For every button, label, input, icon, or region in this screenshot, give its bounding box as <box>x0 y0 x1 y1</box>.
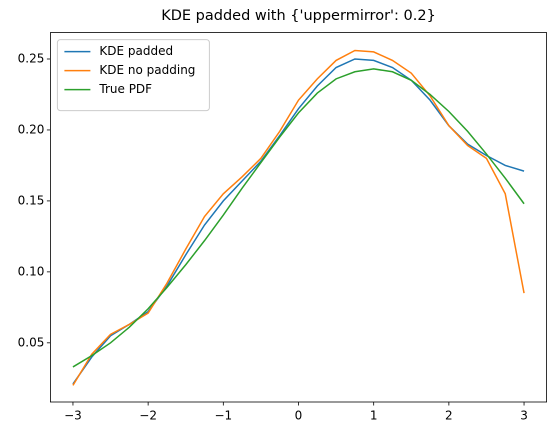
legend-box <box>56 39 210 112</box>
x-tick-label: 3 <box>520 409 528 423</box>
legend-label: KDE no padding <box>99 63 195 77</box>
x-tick-label: −2 <box>139 409 157 423</box>
data-line <box>72 68 525 368</box>
x-tick-label: 1 <box>370 409 378 423</box>
x-tick-label: 0 <box>295 409 303 423</box>
legend-label: True PDF <box>98 82 152 96</box>
data-line <box>72 49 525 386</box>
legend: KDE padded KDE no padding True PDF <box>56 39 210 112</box>
x-tick-label: −1 <box>214 409 232 423</box>
plot-frame <box>50 32 548 403</box>
y-tick-label: 0.20 <box>18 122 45 136</box>
y-tick-label: 0.05 <box>18 335 45 349</box>
y-tick-label: 0.15 <box>18 193 45 207</box>
x-tick-label: 2 <box>445 409 453 423</box>
y-tick-label: 0.10 <box>18 264 45 278</box>
y-tick-label: 0.25 <box>18 51 45 65</box>
chart-title: KDE padded with {'uppermirror': 0.2} <box>161 8 436 24</box>
x-tick-label: −3 <box>64 409 82 423</box>
legend-label: KDE padded <box>99 44 173 58</box>
